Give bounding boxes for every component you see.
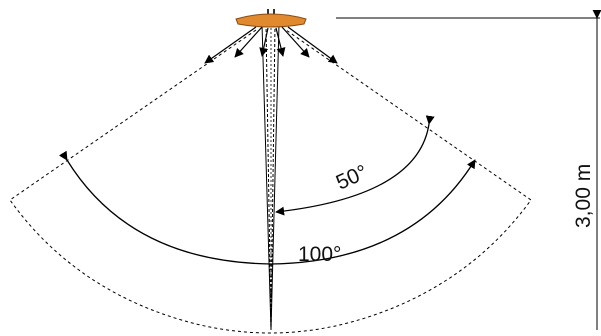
emission-arrows [204,26,338,64]
angle-arc-100 [58,150,476,265]
height-dimension [336,9,601,330]
angle-arc-50 [275,115,435,216]
height-label: 3,00 m [572,164,595,228]
angle-label-100: 100° [298,243,341,266]
wide-coverage-boundary [9,29,532,334]
angle-label-50: 50° [333,161,371,195]
narrow-beam [261,23,280,331]
sensor-device [235,9,307,28]
